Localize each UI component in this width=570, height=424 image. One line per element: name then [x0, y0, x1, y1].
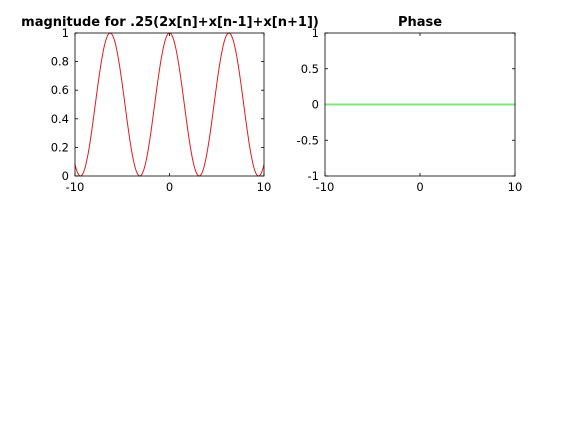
magnitude-chart-title: magnitude for .25(2x[n]+x[n-1]+x[n+1]) [21, 15, 319, 30]
magnitude-y-tick-label: 1 [62, 26, 69, 40]
magnitude-y-tick-label: 0.8 [51, 55, 69, 69]
phase-x-tick-label: -10 [316, 180, 335, 194]
magnitude-y-tick-label: 0 [62, 169, 69, 183]
phase-plot-frame [324, 32, 516, 177]
magnitude-x-tick-label: 10 [257, 180, 272, 194]
magnitude-chart: magnitude for .25(2x[n]+x[n-1]+x[n+1]) 0… [21, 15, 319, 194]
phase-y-ticks: -1 -0.5 0 0.5 1 [297, 26, 515, 183]
magnitude-plot-frame [74, 32, 265, 177]
magnitude-y-ticks: 0 0.2 0.4 0.6 0.8 1 [51, 26, 264, 183]
magnitude-series [74, 32, 265, 177]
magnitude-x-ticks: -10 0 10 [66, 33, 272, 194]
phase-y-tick-label: -1 [308, 169, 319, 183]
phase-x-tick-label: 0 [416, 180, 423, 194]
phase-y-tick-label: -0.5 [297, 133, 319, 147]
phase-chart: Phase -1 -0.5 0 0.5 1 -10 0 10 [297, 15, 523, 194]
phase-x-ticks: -10 0 10 [316, 33, 523, 194]
magnitude-x-tick-label: -10 [66, 180, 85, 194]
phase-y-tick-label: 0 [312, 98, 319, 112]
magnitude-x-tick-label: 0 [166, 180, 173, 194]
magnitude-y-tick-label: 0.4 [51, 112, 69, 126]
phase-y-tick-label: 0.5 [301, 62, 319, 76]
phase-x-tick-label: 10 [508, 180, 523, 194]
magnitude-y-tick-label: 0.6 [51, 83, 69, 97]
phase-chart-title: Phase [398, 15, 442, 30]
magnitude-series-line [74, 32, 265, 177]
magnitude-y-tick-label: 0.2 [51, 140, 69, 154]
phase-y-tick-label: 1 [312, 26, 319, 40]
